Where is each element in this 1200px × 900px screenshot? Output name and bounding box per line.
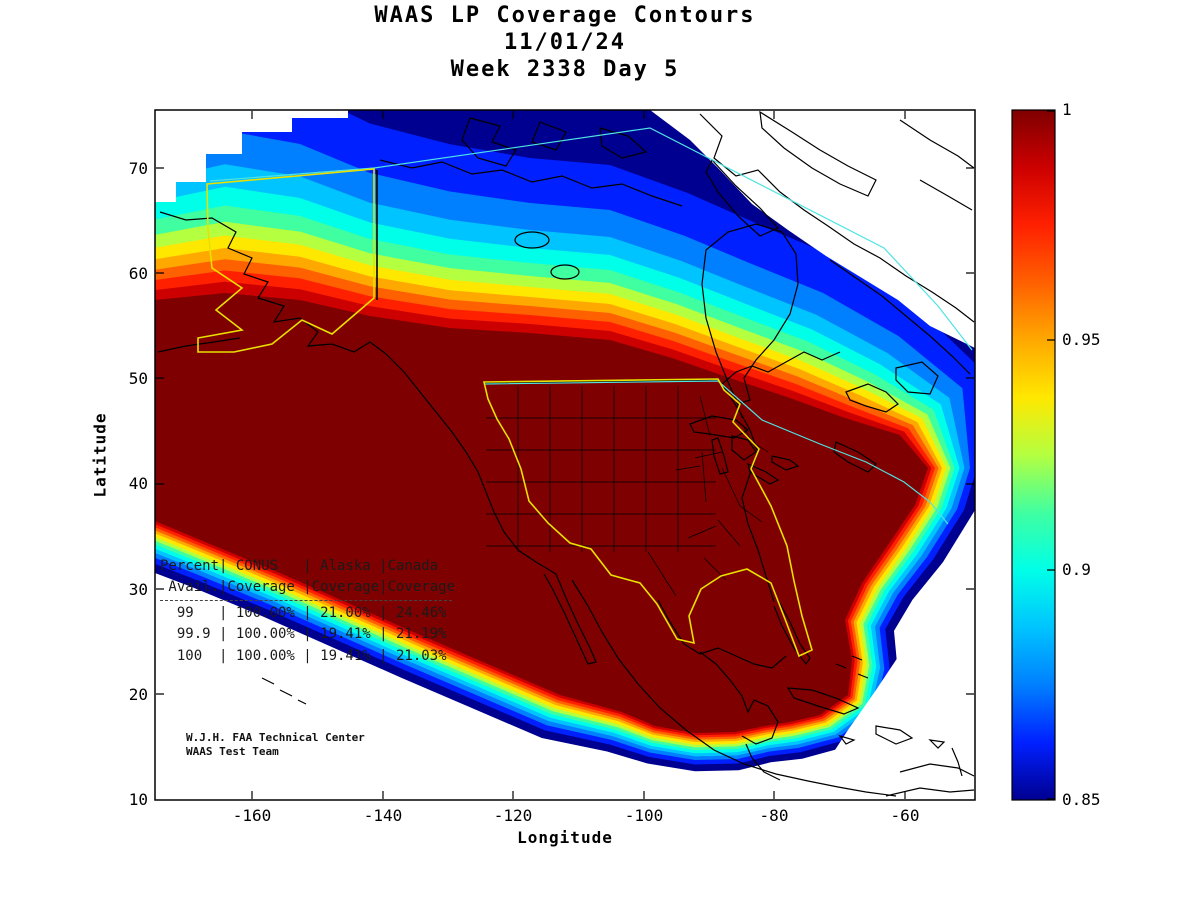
great-lakes — [689, 415, 800, 485]
x-tick-label: -80 — [759, 806, 789, 825]
gulf-atlantic-coast — [657, 351, 841, 669]
y-tick-label: 50 — [128, 369, 148, 388]
caribbean-coasts — [786, 655, 975, 797]
us-canada-border — [483, 379, 719, 384]
greenland-labrador-coast — [699, 110, 975, 375]
plot-subtitle-week: Week 2338 Day 5 — [450, 57, 680, 82]
y-tick-label: 10 — [128, 790, 148, 809]
coverage-table-row: 99.9 | 100.00% | 19.41% | 21.19% — [160, 626, 447, 642]
colorbar-ticks — [1047, 110, 1055, 800]
x-tick-label: -140 — [363, 806, 403, 825]
canada-service-volume-outline — [209, 127, 973, 525]
conus-service-volume-outline — [482, 378, 813, 658]
pacific-coast — [385, 353, 897, 797]
colorbar-tick-label: 1 — [1062, 100, 1072, 119]
northeast-islands — [833, 361, 939, 473]
coverage-table-header: Percent| CONUS | Alaska |Canada — [160, 558, 439, 574]
y-tick-label: 40 — [128, 474, 148, 493]
credit-line-1: W.J.H. FAA Technical Center — [186, 731, 365, 744]
coverage-table-row: 100 | 100.00% | 19.41% | 21.03% — [160, 648, 447, 664]
x-tick-label: -100 — [624, 806, 664, 825]
alaska-arctic-coast — [157, 159, 683, 355]
axis-ticks — [156, 111, 974, 799]
yucatan-central-america-coast — [699, 651, 781, 781]
x-tick-label: -60 — [890, 806, 920, 825]
plot-title: WAAS LP Coverage Contours — [374, 3, 756, 28]
colorbar-tick-label: 0.9 — [1062, 560, 1091, 579]
coverage-table-header: Avail.|Coverage |Coverage|Coverage — [160, 579, 456, 595]
y-tick-label: 30 — [128, 580, 148, 599]
coverage-table-row: 99 | 100.00% | 21.00% | 24.46% — [160, 605, 447, 621]
alaska-service-volume-outline — [197, 168, 375, 353]
coastlines — [157, 110, 975, 797]
plot-subtitle-date: 11/01/24 — [504, 30, 626, 55]
pacific-islands — [261, 677, 307, 705]
credit-line-2: WAAS Test Team — [186, 745, 279, 758]
y-tick-label: 60 — [128, 264, 148, 283]
colorbar-tick-label: 0.95 — [1062, 330, 1101, 349]
colorbar — [1011, 109, 1056, 801]
y-tick-label: 70 — [128, 159, 148, 178]
title-block: WAAS LP Coverage Contours 11/01/24 Week … — [155, 2, 975, 83]
colorbar-tick-label: 0.85 — [1062, 790, 1101, 809]
x-axis-label: Longitude — [517, 828, 613, 847]
x-tick-label: -160 — [232, 806, 272, 825]
hudson-bay — [701, 223, 799, 405]
plot-border — [154, 109, 976, 801]
coverage-table-divider — [160, 600, 452, 601]
great-bear-lake — [514, 231, 550, 249]
arctic-islands — [461, 117, 648, 167]
y-tick-label: 20 — [128, 685, 148, 704]
service-volume-outlines — [197, 127, 973, 658]
x-tick-label: -120 — [493, 806, 533, 825]
great-slave-lake — [550, 264, 580, 280]
